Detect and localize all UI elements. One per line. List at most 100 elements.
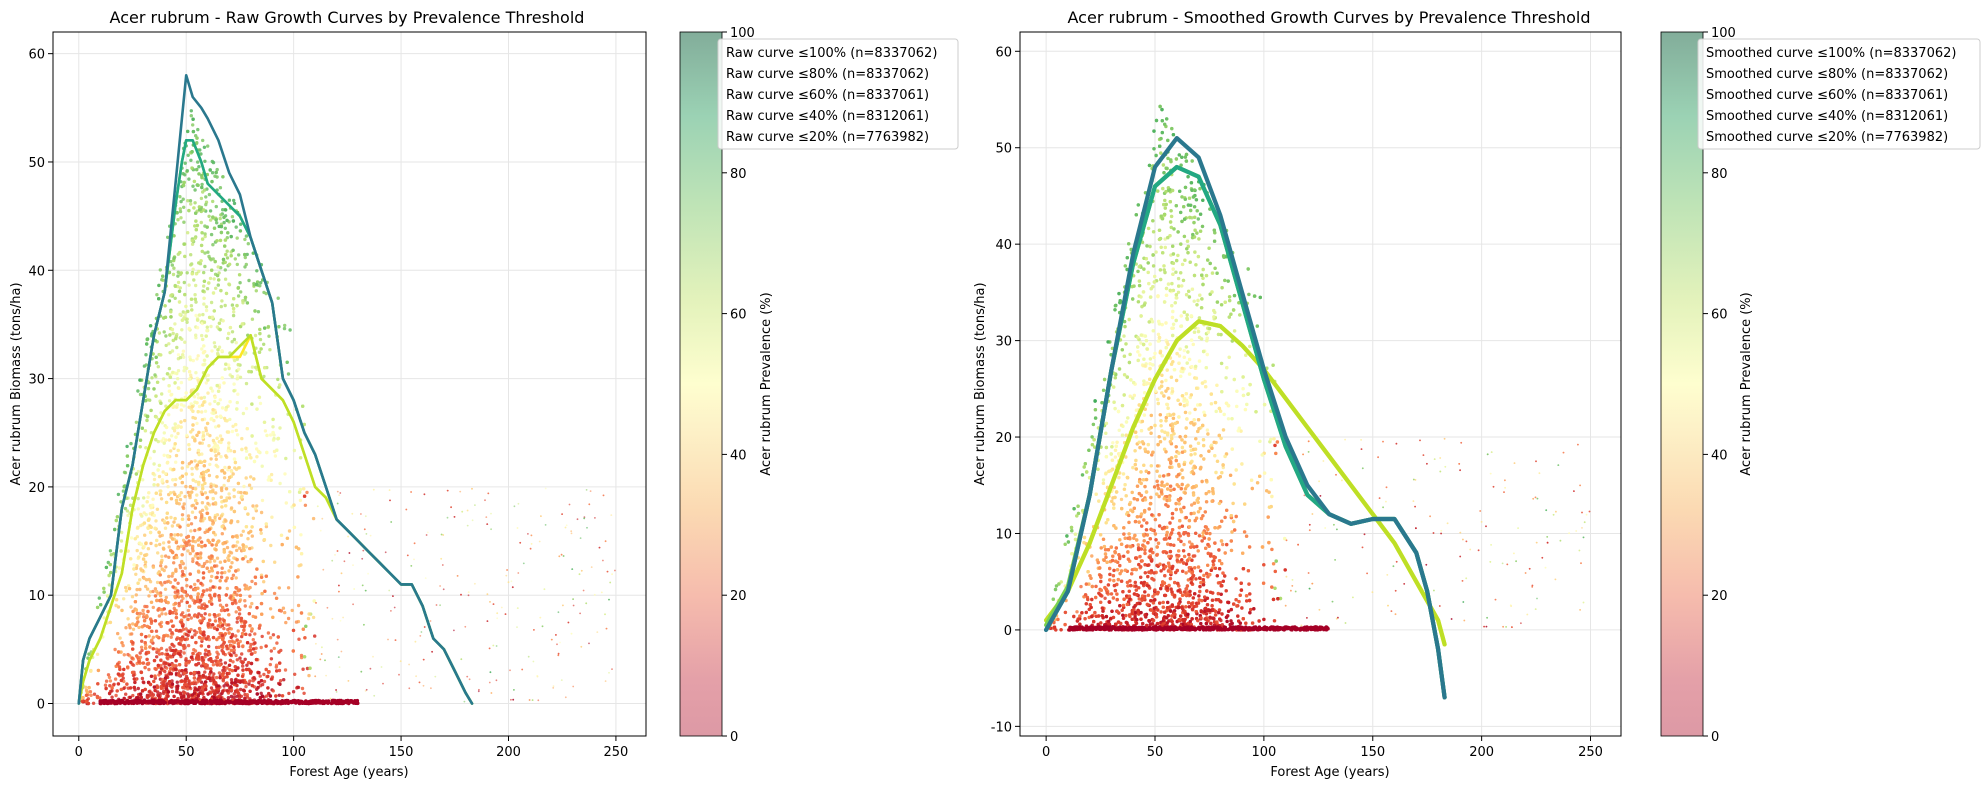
scatter-point xyxy=(235,658,239,662)
scatter-point xyxy=(207,192,212,197)
scatter-point xyxy=(157,530,161,535)
scatter-point xyxy=(182,651,186,655)
scatter-point xyxy=(187,443,191,447)
scatter-point xyxy=(193,201,197,205)
scatter-point xyxy=(580,645,583,648)
scatter-point xyxy=(410,565,413,567)
scatter-point xyxy=(235,586,239,590)
scatter-point xyxy=(527,533,529,535)
scatter-point xyxy=(263,366,267,370)
scatter-point xyxy=(233,668,238,672)
scatter-point xyxy=(238,607,242,612)
scatter-point xyxy=(207,281,211,285)
scatter-point xyxy=(164,612,168,616)
scatter-point xyxy=(490,692,493,694)
scatter-point xyxy=(166,521,170,525)
scatter-point xyxy=(139,645,144,649)
scatter-point xyxy=(216,624,220,628)
scatter-point xyxy=(200,606,204,610)
scatter-point xyxy=(336,638,339,641)
scatter-point xyxy=(202,320,207,324)
scatter-point xyxy=(598,546,601,549)
scatter-point xyxy=(301,404,305,408)
scatter-point xyxy=(288,328,292,332)
scatter-point xyxy=(164,595,168,600)
scatter-point xyxy=(170,524,175,528)
scatter-point xyxy=(590,566,593,568)
scatter-point xyxy=(183,340,187,344)
scatter-point xyxy=(166,694,170,698)
scatter-point xyxy=(365,533,368,535)
scatter-point xyxy=(153,688,157,693)
scatter-point xyxy=(145,624,150,629)
scatter-point xyxy=(104,686,108,691)
scatter-point xyxy=(197,172,201,176)
scatter-point xyxy=(227,282,231,286)
scatter-point xyxy=(122,597,126,601)
scatter-point xyxy=(181,505,185,509)
scatter-point xyxy=(189,297,194,301)
scatter-point xyxy=(196,448,201,453)
scatter-point xyxy=(152,685,157,689)
scatter-point xyxy=(340,650,343,653)
scatter-point xyxy=(552,685,555,688)
scatter-point xyxy=(159,353,163,357)
scatter-point xyxy=(186,633,190,638)
scatter-point xyxy=(120,641,124,645)
scatter-point xyxy=(241,411,246,416)
scatter-point xyxy=(225,496,229,500)
scatter-point xyxy=(196,586,200,590)
scatter-point xyxy=(176,581,180,585)
scatter-point xyxy=(232,692,236,696)
scatter-point xyxy=(223,570,227,575)
scatter-point xyxy=(206,391,210,395)
scatter-point xyxy=(151,647,155,651)
scatter-point xyxy=(282,678,286,682)
chart-title: Acer rubrum - Raw Growth Curves by Preva… xyxy=(110,8,585,27)
scatter-point xyxy=(186,514,191,518)
scatter-point xyxy=(180,669,184,673)
raw-curves-panel: Acer rubrum - Raw Growth Curves by Preva… xyxy=(9,8,959,780)
scatter-point xyxy=(238,375,243,379)
scatter-point xyxy=(596,631,599,633)
scatter-point xyxy=(189,616,193,620)
scatter-point xyxy=(185,169,189,173)
scatter-point xyxy=(120,530,124,535)
scatter-point xyxy=(249,475,253,479)
scatter-point xyxy=(147,594,151,598)
scatter-point xyxy=(582,589,585,592)
scatter-point xyxy=(276,635,280,639)
scatter-point xyxy=(440,557,443,560)
scatter-point xyxy=(173,601,178,606)
scatter-point xyxy=(212,613,217,617)
scatter-point xyxy=(240,322,245,326)
scatter-point xyxy=(123,471,128,475)
scatter-point xyxy=(187,613,191,617)
scatter-point xyxy=(229,694,234,699)
scatter-point xyxy=(176,546,180,551)
scatter-point xyxy=(248,594,252,598)
scatter-point xyxy=(120,673,124,677)
scatter-point xyxy=(227,198,232,202)
scatter-point xyxy=(206,250,210,254)
scatter-point xyxy=(286,616,291,621)
scatter-point xyxy=(558,555,561,558)
scatter-point xyxy=(136,507,140,511)
scatter-point xyxy=(193,649,198,653)
scatter-point xyxy=(180,466,184,470)
scatter-point xyxy=(237,644,241,649)
scatter-point xyxy=(134,572,138,576)
scatter-point xyxy=(568,503,571,506)
scatter-point xyxy=(506,569,508,571)
scatter-point xyxy=(214,286,218,290)
scatter-point xyxy=(212,530,216,535)
scatter-point xyxy=(249,652,254,656)
scatter-point xyxy=(466,524,469,527)
scatter-point xyxy=(235,694,239,698)
scatter-point xyxy=(228,596,232,600)
scatter-point xyxy=(307,673,311,678)
scatter-point xyxy=(164,565,168,569)
scatter-point xyxy=(202,395,207,400)
scatter-point xyxy=(120,608,124,613)
scatter-point xyxy=(324,700,328,705)
